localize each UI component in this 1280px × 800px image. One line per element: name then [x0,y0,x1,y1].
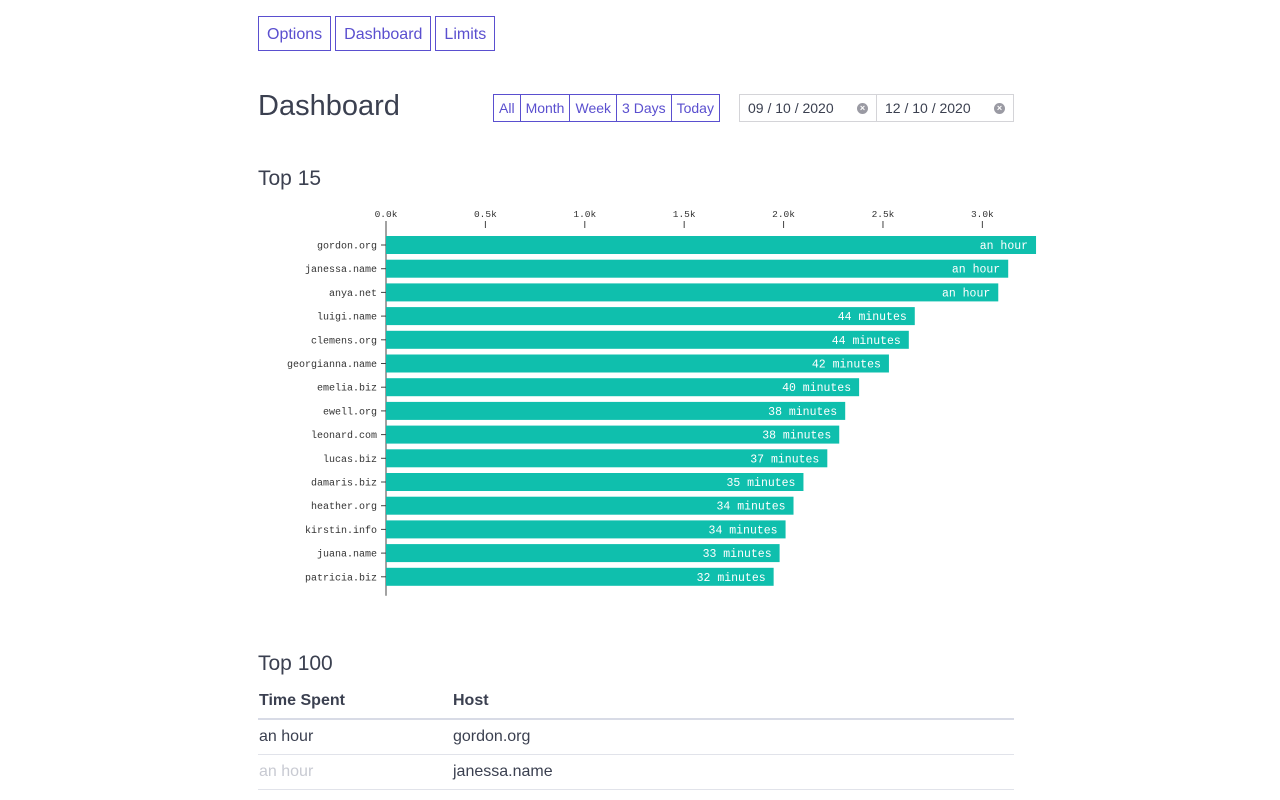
x-tick-label: 1.0k [573,209,596,220]
range-week-button[interactable]: Week [570,95,618,121]
data-label: 40 minutes [782,382,851,395]
table-row: an hour janessa.name [258,754,1014,790]
end-date-value: 12 / 10 / 2020 [885,100,971,116]
bar [386,259,1009,278]
clear-end-date-icon[interactable]: × [994,102,1005,114]
bar [386,354,889,373]
bar [386,378,860,397]
category-label: juana.name [317,549,377,561]
clear-start-date-icon[interactable]: × [857,102,868,114]
x-tick-label: 3.0k [971,209,994,220]
bar [386,520,786,539]
data-label: 33 minutes [703,548,772,561]
dashboard-button[interactable]: Dashboard [335,16,432,51]
host-cell: janessa.name [452,754,1014,790]
data-label: 34 minutes [709,524,778,537]
category-label: gordon.org [317,241,377,253]
data-label: 37 minutes [750,453,819,466]
limits-button[interactable]: Limits [435,16,496,51]
category-label: kirstin.info [305,525,377,537]
category-label: emelia.biz [317,383,377,395]
options-button[interactable]: Options [258,16,332,51]
category-label: anya.net [329,289,377,300]
page-title: Dashboard [258,90,400,122]
data-label: 44 minutes [832,335,901,348]
time-spent-cell: an hour [258,719,452,755]
time-spent-header[interactable]: Time Spent [258,686,452,720]
host-header[interactable]: Host [452,686,1014,720]
bar [386,496,794,515]
data-label: 42 minutes [812,359,881,372]
data-label: 32 minutes [697,572,766,585]
range-today-button[interactable]: Today [676,100,714,116]
x-tick-label: 2.5k [872,209,895,220]
table-header-row: Time Spent Host [258,686,1014,720]
category-label: clemens.org [311,335,377,347]
data-label: an hour [942,287,990,300]
top15-title: Top 15 [258,167,322,190]
x-tick-label: 0.5k [474,209,497,220]
category-label: leonard.com [311,430,377,442]
start-date-field[interactable]: 09 / 10 / 2020 × [740,95,876,121]
bar [386,330,909,349]
range-3days-button[interactable]: 3 Days [617,95,672,121]
category-label: heather.org [311,501,377,513]
bar [386,544,780,563]
data-label: 35 minutes [726,477,795,490]
bar [386,307,915,326]
bar [386,236,1037,254]
table-row: an hour gordon.org [258,719,1014,755]
top15-bar-chart: 0.0k 0.5k 1.0k 1.5k 2.0k 2.5k 3.0k gordon.org an… [287,209,1037,596]
top100-title: Top 100 [258,652,333,675]
x-tick-label: 2.0k [772,209,795,220]
data-label: 44 minutes [838,311,907,324]
range-selector: All Month Week 3 Days Today [493,94,720,122]
category-label: luigi.name [317,312,377,324]
bar [386,425,840,444]
time-spent-cell: an hour [258,754,452,790]
end-date-field[interactable]: 12 / 10 / 2020 × [876,95,1013,121]
category-label: lucas.biz [323,454,377,466]
top-nav: Options Dashboard Limits [258,16,496,51]
bar [386,567,774,586]
data-label: 34 minutes [716,501,785,514]
bar [386,473,804,491]
bar [386,401,846,420]
bar [386,449,828,468]
range-month-button[interactable]: Month [521,95,571,121]
category-label: georgianna.name [287,359,377,371]
x-tick-label: 1.5k [673,209,696,220]
start-date-value: 09 / 10 / 2020 [748,100,834,116]
data-label: 38 minutes [762,430,831,443]
top100-table: Time Spent Host an hour gordon.org an ho… [258,686,1014,790]
range-all-button[interactable]: All [494,95,521,121]
data-label: an hour [952,264,1000,277]
category-label: patricia.biz [305,572,377,584]
data-label: an hour [980,240,1028,253]
category-label: ewell.org [323,406,377,418]
host-cell: gordon.org [452,719,1014,755]
category-label: damaris.biz [311,478,377,490]
bar [386,283,999,302]
date-range-picker: 09 / 10 / 2020 × 12 / 10 / 2020 × [739,94,1014,122]
category-label: janessa.name [305,264,377,276]
data-label: 38 minutes [768,406,837,419]
x-tick-label: 0.0k [375,209,398,220]
